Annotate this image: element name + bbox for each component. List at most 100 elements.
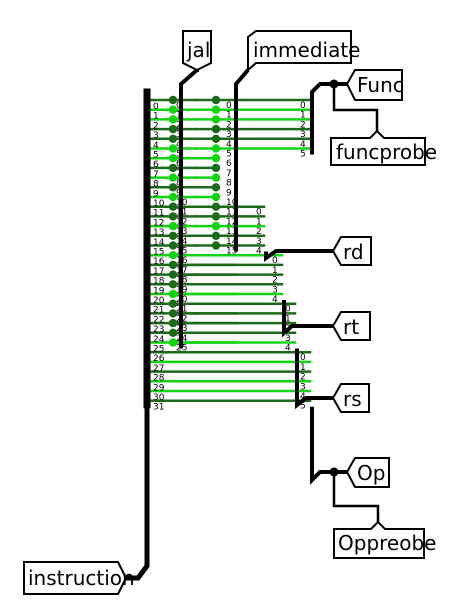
instr-bit-label-18: 18 — [153, 277, 165, 287]
op-bit-label-1: 1 — [300, 363, 306, 373]
func-pin[interactable]: Func — [345, 69, 404, 101]
rs-bit-label-0: 0 — [285, 305, 291, 315]
jal-bit-label-2: 2 — [176, 120, 182, 130]
instr-bit-label-30: 30 — [153, 393, 165, 403]
func-bit-label-5: 5 — [300, 150, 306, 160]
rd-pin[interactable]: rd — [331, 236, 372, 266]
jal-junction-dot-11 — [168, 202, 178, 211]
imm-junction-dot-4 — [211, 134, 221, 143]
instr-bit-label-6: 6 — [153, 160, 159, 170]
jal-junction-dot-12 — [168, 212, 178, 221]
instr-bit-label-9: 9 — [153, 189, 159, 199]
imm-bit-label-0: 0 — [226, 101, 232, 111]
imm-bit-label-2: 2 — [226, 120, 232, 130]
rs-pin-label: rs — [343, 387, 362, 411]
imm-bit-label-3: 3 — [226, 130, 232, 140]
instr-bit-label-29: 29 — [153, 383, 165, 393]
jal-junction-dot-22 — [168, 309, 178, 318]
instruction-pin[interactable]: instruction — [23, 561, 135, 595]
jal-junction-dot-16 — [168, 251, 178, 260]
instr-bit-label-13: 13 — [153, 228, 164, 238]
imm-bit-label-13: 13 — [226, 227, 237, 237]
jal-junction-dot-19 — [168, 280, 178, 289]
imm-bit-label-7: 7 — [226, 169, 232, 179]
imm-junction-dot-2 — [211, 115, 221, 124]
rd-pin-label: rd — [343, 240, 364, 264]
wires-layer — [145, 98, 312, 402]
imm-bit-label-12: 12 — [226, 217, 237, 227]
jal-bit-label-15: 15 — [176, 247, 187, 257]
jal-bit-label-7: 7 — [176, 169, 182, 179]
rs-pin[interactable]: rs — [331, 383, 370, 413]
instr-bit-label-4: 4 — [153, 141, 159, 151]
op-bit-label-2: 2 — [300, 373, 306, 383]
instr-bit-label-28: 28 — [153, 374, 165, 384]
jal-junction-dot-10 — [168, 192, 178, 202]
jal-junction-dot-2 — [168, 115, 178, 124]
rd-bit-label-2: 2 — [256, 227, 262, 237]
jal-junction-dot-14 — [168, 231, 178, 240]
instr-bit-label-3: 3 — [153, 131, 159, 141]
imm-bit-label-5: 5 — [226, 150, 232, 160]
instr-bit-label-22: 22 — [153, 315, 164, 325]
jal-bit-label-23: 23 — [176, 324, 187, 334]
instr-bit-label-12: 12 — [153, 218, 164, 228]
imm-bit-label-9: 9 — [226, 188, 232, 198]
imm-junction-dot-9 — [211, 183, 221, 192]
instr-bit-label-7: 7 — [153, 170, 159, 180]
imm-junction-dot-14 — [211, 231, 221, 240]
jal-junction-dot-5 — [168, 144, 178, 153]
jal-bit-label-17: 17 — [176, 266, 187, 276]
jal-junction-dot-20 — [168, 289, 178, 299]
jal-junction-dot-25 — [168, 338, 178, 347]
rs-bit-label-1: 1 — [285, 314, 291, 324]
instr-bit-label-14: 14 — [153, 238, 165, 248]
jal-junction-dot-9 — [168, 183, 178, 192]
funcprobe-label: funcprobe — [336, 140, 437, 164]
rt-bit-label-1: 1 — [272, 266, 278, 276]
opprobe-probe[interactable]: Oppreobe — [333, 520, 436, 559]
imm-bit-label-10: 10 — [226, 198, 238, 208]
instr-bit-label-26: 26 — [153, 354, 165, 364]
imm-junction-dot-12 — [211, 212, 221, 221]
jal-junction-dot-0 — [168, 95, 178, 105]
jal-junction-dot-18 — [168, 270, 178, 279]
op-bit-label-5: 5 — [300, 402, 306, 412]
instr-bit-label-23: 23 — [153, 325, 164, 335]
rs-bit-label-2: 2 — [285, 324, 291, 334]
jal-bit-label-21: 21 — [176, 305, 187, 315]
rt-bit-label-3: 3 — [272, 285, 278, 295]
jal-junction-dot-3 — [168, 124, 178, 134]
instr-bit-label-21: 21 — [153, 306, 164, 316]
imm-bit-label-6: 6 — [226, 159, 232, 169]
instr-bit-label-20: 20 — [153, 296, 165, 306]
funcprobe-probe[interactable]: funcprobe — [330, 129, 437, 166]
imm-bit-label-8: 8 — [226, 179, 232, 189]
jal-bit-label-20: 20 — [176, 295, 188, 305]
rt-bit-label-2: 2 — [272, 276, 278, 286]
imm-junction-dot-1 — [211, 105, 221, 114]
jal-bit-label-1: 1 — [176, 111, 182, 121]
instr-bit-label-16: 16 — [153, 257, 165, 267]
jal-junction-dot-1 — [168, 105, 178, 114]
instr-bit-label-17: 17 — [153, 267, 164, 277]
rd-bit-label-0: 0 — [256, 208, 262, 218]
rd-bit-label-4: 4 — [256, 247, 262, 257]
imm-junction-dot-0 — [211, 95, 221, 105]
instruction-bus-tail — [126, 404, 150, 581]
rt-pin[interactable]: rt — [331, 311, 371, 341]
rd-bit-label-1: 1 — [256, 217, 262, 227]
op-pin-label: Op — [357, 461, 385, 485]
rs-bus — [295, 348, 333, 410]
jal-bit-label-18: 18 — [176, 276, 188, 286]
instr-bit-label-0: 0 — [153, 102, 159, 112]
jal-bit-label-5: 5 — [176, 150, 182, 160]
op-pin[interactable]: Op — [345, 457, 390, 488]
instr-bit-label-31: 31 — [153, 403, 164, 413]
immediate-pin[interactable]: immediate — [247, 30, 360, 73]
rt-bit-label-4: 4 — [272, 295, 278, 305]
instr-bit-label-10: 10 — [153, 199, 165, 209]
imm-junction-dot-13 — [211, 221, 221, 231]
jal-pin[interactable]: jal — [182, 30, 212, 72]
